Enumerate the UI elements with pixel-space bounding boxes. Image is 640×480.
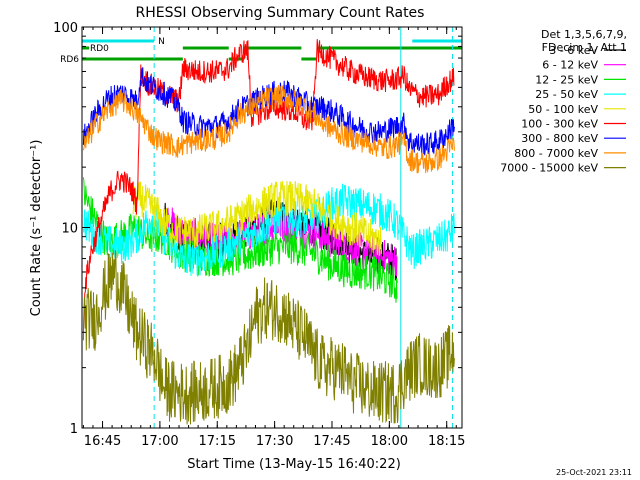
legend-header-0: Det 1,3,5,6,7,9, [541, 28, 627, 41]
series-line-4 [132, 180, 383, 256]
legend-label-2: 12 - 25 keV [535, 73, 598, 86]
x-tick-label-0: 16:45 [84, 434, 121, 449]
legend-label-1: 6 - 12 keV [542, 59, 598, 72]
axes [81, 26, 463, 429]
legend-label-8: 7000 - 15000 keV [500, 162, 598, 175]
flag-label-rd6: RD6 [60, 55, 79, 65]
flag-label-n: N [158, 37, 165, 47]
series-line-2 [82, 177, 398, 303]
y-axis-label: Count Rate (s⁻¹ detector⁻¹) [29, 140, 44, 317]
legend-header-1: FDecim 1, Att 1 [542, 41, 627, 54]
y-tick-label-2: 100 [53, 21, 78, 36]
series-line-7 [82, 84, 455, 174]
x-tick-label-5: 18:00 [371, 434, 408, 449]
x-axis-label: Start Time (13-May-15 16:40:22) [187, 457, 401, 472]
series-lines [82, 39, 455, 425]
tick-labels: 16:45 17:00 17:15 17:30 17:45 18:00 18:15 1 10 10… [53, 21, 465, 449]
x-tick-label-3: 17:30 [256, 434, 293, 449]
legend-label-7: 800 - 7000 keV [514, 147, 598, 160]
series-line-6 [82, 67, 455, 156]
y-tick-label-1: 10 [61, 222, 78, 237]
legend-label-5: 100 - 300 keV [521, 118, 598, 131]
flag-label-rd0: RD0 [90, 44, 109, 54]
x-tick-label-6: 18:15 [428, 434, 465, 449]
x-tick-label-2: 17:15 [199, 434, 236, 449]
series-line-3 [82, 183, 455, 278]
legend-label-0: 3 - 6 keV [549, 44, 598, 57]
legend-label-4: 50 - 100 keV [528, 103, 598, 116]
legend-label-6: 300 - 800 keV [521, 132, 598, 145]
x-tick-label-4: 17:45 [313, 434, 350, 449]
series-line-8 [82, 250, 455, 425]
x-tick-label-1: 17:00 [141, 434, 178, 449]
y-tick-label-0: 1 [70, 422, 78, 437]
series-line-5 [82, 39, 455, 333]
series-line-1 [163, 207, 398, 277]
timestamp: 25-Oct-2021 23:11 [556, 468, 632, 477]
chart-title: RHESSI Observing Summary Count Rates [136, 5, 425, 21]
legend-label-3: 25 - 50 keV [535, 88, 598, 101]
